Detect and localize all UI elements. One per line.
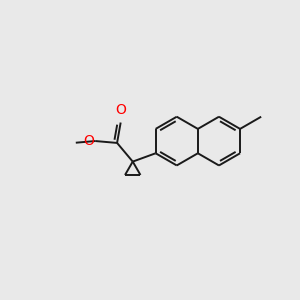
Text: O: O — [83, 134, 94, 148]
Text: O: O — [115, 103, 126, 117]
